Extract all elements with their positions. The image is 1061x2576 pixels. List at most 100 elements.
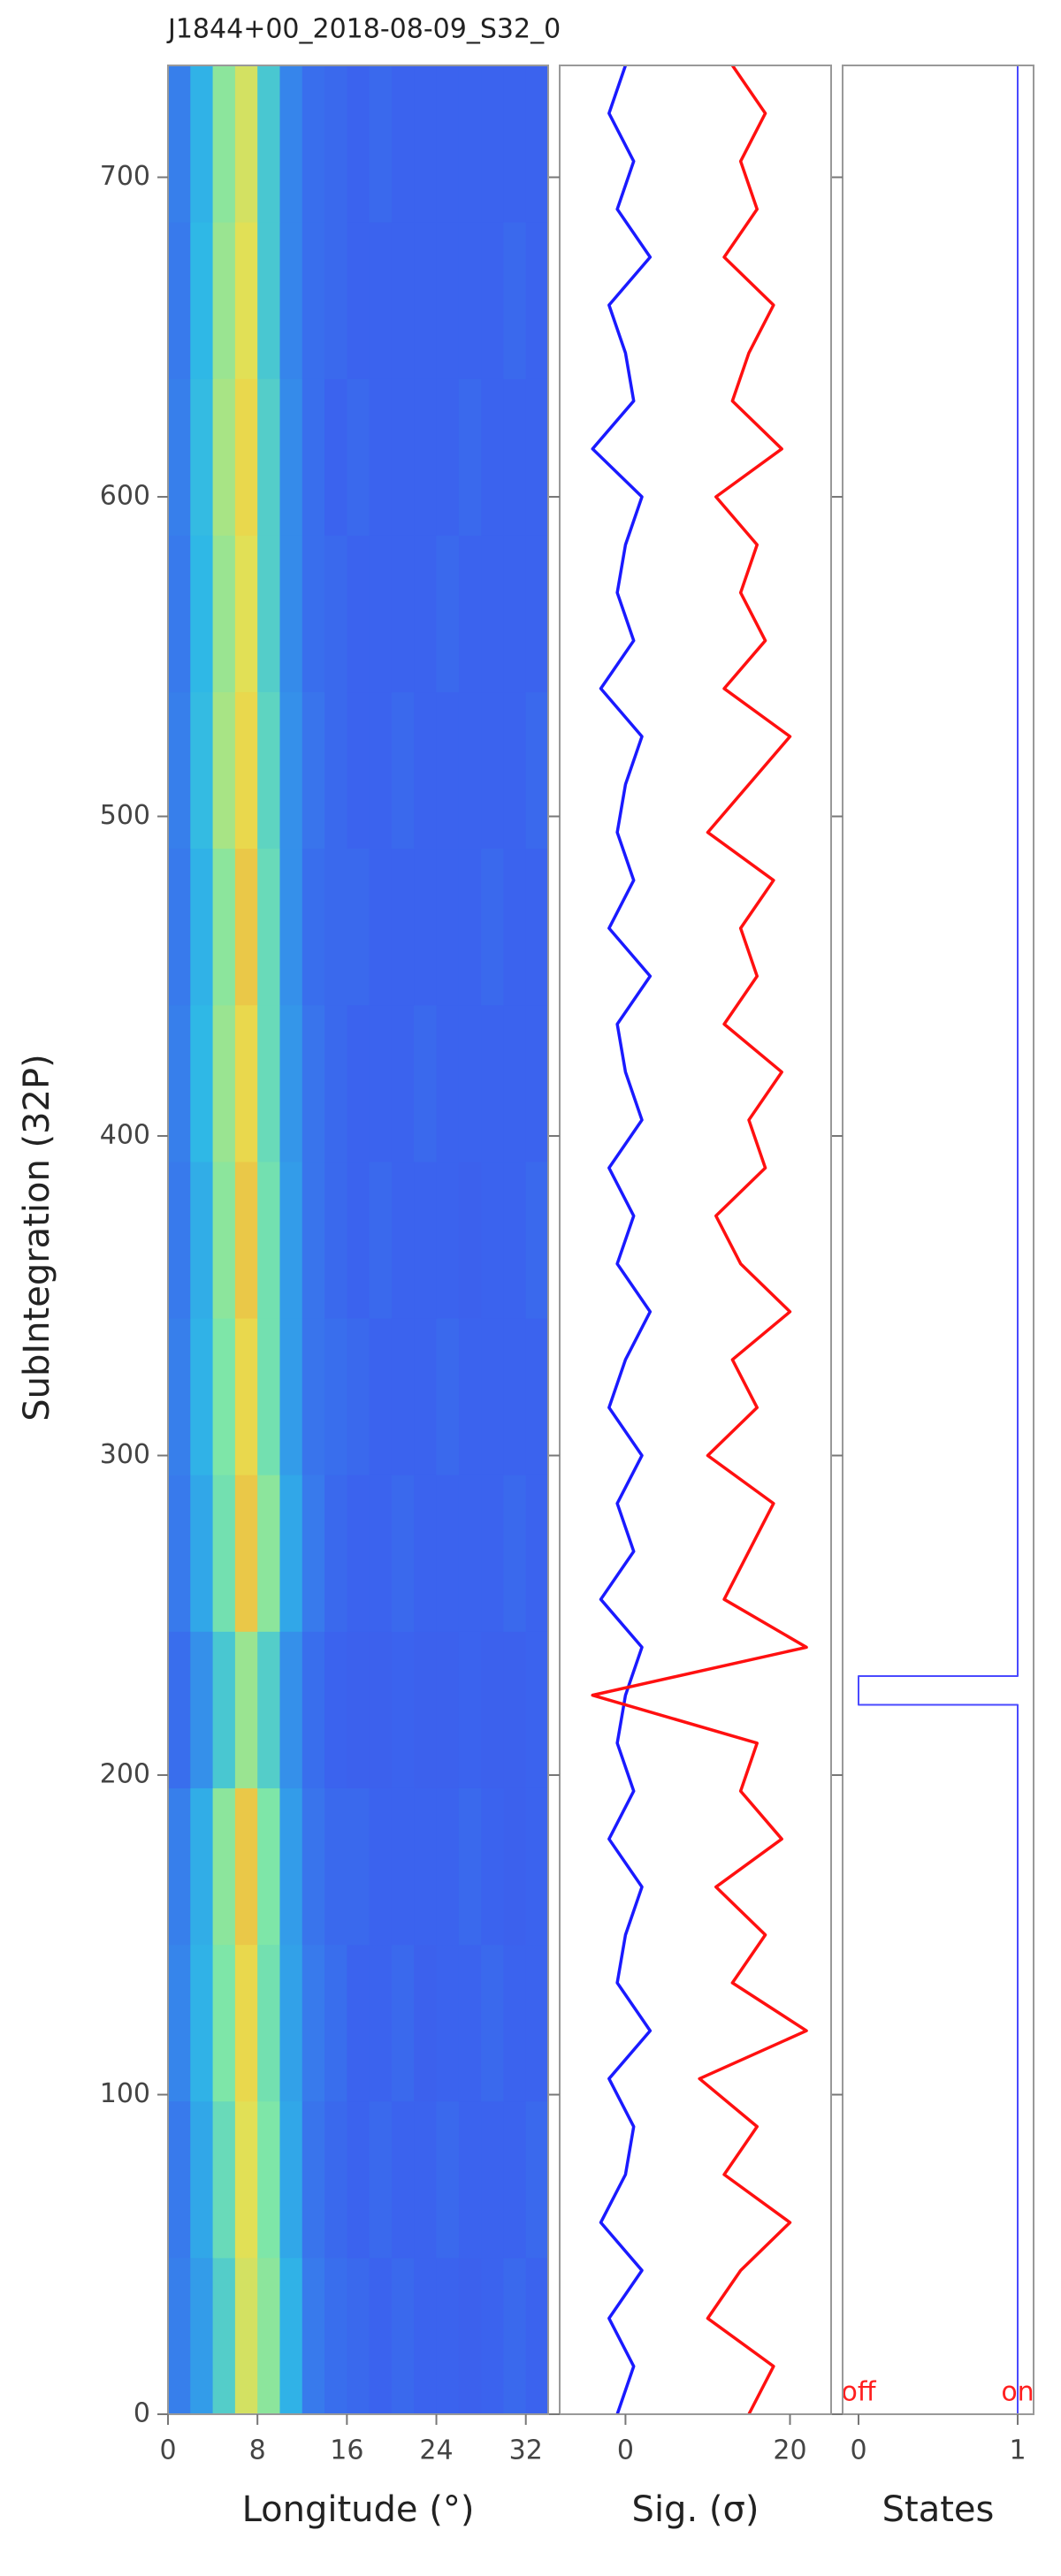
heatmap-cell (347, 2100, 370, 2259)
heatmap-cell (369, 535, 393, 693)
heatmap-cell (257, 848, 280, 1006)
x-axis-label: Longitude (°) (242, 2489, 475, 2530)
heatmap-cell (369, 2257, 393, 2415)
heatmap-cell (525, 222, 549, 379)
heatmap-cell (190, 1161, 214, 1319)
heatmap-cell (324, 2257, 347, 2415)
heatmap-cell (324, 1161, 347, 1319)
heatmap-cell (391, 691, 415, 850)
heatmap-cell (436, 1004, 460, 1162)
heatmap-cell (458, 535, 482, 693)
heatmap-cell (279, 1944, 303, 2102)
heatmap-cell (458, 2257, 482, 2415)
heatmap-cell (234, 2100, 258, 2259)
heatmap-cell (302, 848, 325, 1006)
heatmap-cell (503, 1631, 527, 1788)
y-tick-label: 300 (100, 1439, 150, 1470)
heatmap-cell (212, 2257, 236, 2415)
heatmap-cell (257, 535, 280, 693)
heatmap-cell (369, 1475, 393, 1632)
heatmap-cell (525, 1944, 549, 2102)
heatmap-cell (302, 1475, 325, 1632)
heatmap-cell (234, 691, 258, 850)
heatmap-cell (168, 1944, 191, 2102)
heatmap-cell (481, 1787, 504, 1946)
heatmap-cell (212, 378, 236, 536)
heatmap-cell (234, 535, 258, 693)
heatmap-cell (391, 1944, 415, 2102)
heatmap-cell (481, 535, 504, 693)
heatmap-cell (391, 1161, 415, 1319)
heatmap-cell (525, 1631, 549, 1788)
heatmap-cell (212, 1475, 236, 1632)
heatmap-cell (481, 1944, 504, 2102)
heatmap-cell (212, 1944, 236, 2102)
heatmap-cell (324, 535, 347, 693)
y-tick-label: 600 (100, 481, 150, 512)
heatmap-cell (369, 1318, 393, 1475)
heatmap-cell (279, 1004, 303, 1162)
heatmap-cell (324, 1787, 347, 1946)
heatmap-cell (503, 1161, 527, 1319)
heatmap-cell (369, 1004, 393, 1162)
heatmap-cell (503, 691, 527, 850)
heatmap-cell (302, 1004, 325, 1162)
heatmap-cell (436, 848, 460, 1006)
heatmap-cell (279, 848, 303, 1006)
heatmap-cell (257, 1161, 280, 1319)
heatmap-cell (458, 65, 482, 223)
heatmap-cell (212, 222, 236, 379)
heatmap-cell (279, 1161, 303, 1319)
heatmap-cell (324, 1004, 347, 1162)
heatmap-cell (190, 1944, 214, 2102)
heatmap-cell (391, 1631, 415, 1788)
heatmap-cell (168, 2100, 191, 2259)
heatmap-cell (414, 2257, 438, 2415)
heatmap-cell (391, 2100, 415, 2259)
heatmap-cell (436, 65, 460, 223)
heatmap-cell (324, 1631, 347, 1788)
heatmap-cell (324, 691, 347, 850)
heatmap-cell (414, 378, 438, 536)
heatmap-cell (369, 1631, 393, 1788)
heatmap-cell (525, 535, 549, 693)
heatmap-cell (503, 1787, 527, 1946)
panel-frame (559, 65, 832, 2415)
heatmap-cell (190, 848, 214, 1006)
heatmap-cell (391, 848, 415, 1006)
heatmap-cell (212, 848, 236, 1006)
heatmap-cell (458, 1318, 482, 1475)
heatmap-cell (168, 1475, 191, 1632)
heatmap-cell (234, 1004, 258, 1162)
heatmap-cell (414, 2100, 438, 2259)
heatmap-cell (391, 1318, 415, 1475)
heatmap-cell (302, 1318, 325, 1475)
heatmap-cell (369, 1161, 393, 1319)
heatmap-cell (347, 1631, 370, 1788)
heatmap-cell (458, 691, 482, 850)
y-tick-label: 400 (100, 1120, 150, 1151)
heatmap-cell (190, 1631, 214, 1788)
heatmap-cell (190, 1318, 214, 1475)
x-tick-label: 32 (509, 2435, 543, 2466)
heatmap-cell (347, 2257, 370, 2415)
heatmap-cell (257, 378, 280, 536)
x-tick-label: 8 (249, 2435, 266, 2466)
heatmap-cell (324, 378, 347, 536)
x-tick-label: 24 (419, 2435, 453, 2466)
heatmap-cell (302, 691, 325, 850)
x-tick-label: 16 (330, 2435, 363, 2466)
heatmap-cell (369, 2100, 393, 2259)
heatmap-cell (414, 691, 438, 850)
heatmap-cell (257, 1318, 280, 1475)
heatmap-cell (481, 1161, 504, 1319)
heatmap-cell (279, 2257, 303, 2415)
heatmap-cell (436, 378, 460, 536)
heatmap-cell (414, 1631, 438, 1788)
heatmap-cell (347, 1318, 370, 1475)
x-tick-label: 20 (773, 2435, 806, 2466)
heatmap-cell (324, 848, 347, 1006)
heatmap-cell (436, 1787, 460, 1946)
heatmap-cell (212, 691, 236, 850)
x-tick-label: 0 (159, 2435, 176, 2466)
